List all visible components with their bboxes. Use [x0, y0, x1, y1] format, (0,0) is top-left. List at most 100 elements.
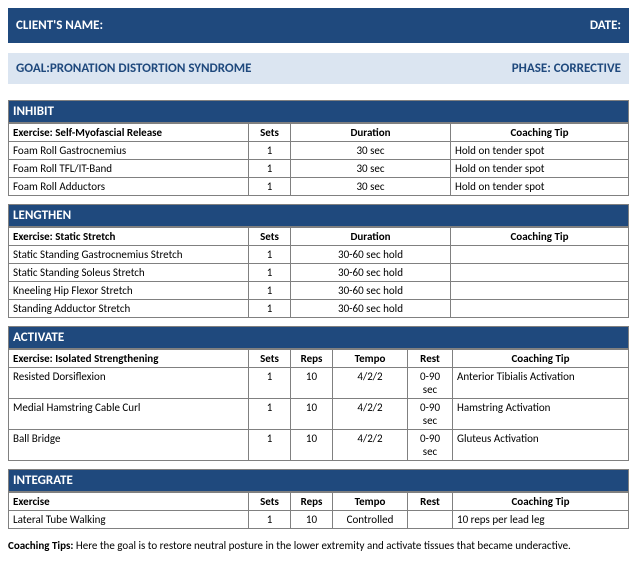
cell-rest: 0-90 sec: [408, 430, 453, 461]
col-reps: Reps: [291, 493, 333, 511]
cell-tip: [451, 300, 629, 318]
table-row: Medial Hamstring Cable Curl1104/2/20-90 …: [9, 399, 629, 430]
coaching-tips-label: Coaching Tips:: [8, 539, 73, 552]
col-tempo: Tempo: [333, 350, 408, 368]
goal-text: GOAL:PRONATION DISTORTION SYNDROME: [16, 61, 251, 76]
cell-sets: 1: [249, 399, 291, 430]
table-row: Foam Roll Gastrocnemius130 secHold on te…: [9, 142, 629, 160]
col-tip: Coaching Tip: [451, 228, 629, 246]
col-rest: Rest: [408, 350, 453, 368]
coaching-tips: Coaching Tips: Here the goal is to resto…: [8, 539, 629, 553]
table-row: Standing Adductor Stretch130-60 sec hold: [9, 300, 629, 318]
col-duration: Duration: [291, 124, 451, 142]
cell-ex: Ball Bridge: [9, 430, 249, 461]
cell-ex: Lateral Tube Walking: [9, 511, 249, 529]
col-sets: Sets: [249, 124, 291, 142]
cell-dur: 30 sec: [291, 178, 451, 196]
client-name-label: CLIENT'S NAME:: [16, 18, 103, 33]
integrate-body: Lateral Tube Walking110Controlled 10 reps…: [9, 511, 629, 529]
cell-sets: 1: [249, 142, 291, 160]
table-row: Foam Roll TFL/IT-Band130 secHold on tend…: [9, 160, 629, 178]
date-label: DATE:: [590, 18, 621, 33]
cell-ex: Kneeling Hip Flexor Stretch: [9, 282, 249, 300]
table-row: Kneeling Hip Flexor Stretch130-60 sec ho…: [9, 282, 629, 300]
table-header-row: Exercise Sets Reps Tempo Rest Coaching T…: [9, 493, 629, 511]
col-exercise: Exercise: Isolated Strengthening: [9, 350, 249, 368]
cell-dur: 30 sec: [291, 142, 451, 160]
cell-ex: Static Standing Soleus Stretch: [9, 264, 249, 282]
cell-sets: 1: [249, 282, 291, 300]
section-inhibit-title: INHIBIT: [8, 100, 629, 123]
cell-dur: 30-60 sec hold: [291, 282, 451, 300]
col-exercise: Exercise: Static Stretch: [9, 228, 249, 246]
cell-ex: Foam Roll TFL/IT-Band: [9, 160, 249, 178]
cell-reps: 10: [291, 430, 333, 461]
table-header-row: Exercise: Isolated Strengthening Sets Re…: [9, 350, 629, 368]
cell-tempo: 4/2/2: [333, 399, 408, 430]
col-tip: Coaching Tip: [453, 493, 629, 511]
cell-ex: Standing Adductor Stretch: [9, 300, 249, 318]
col-duration: Duration: [291, 228, 451, 246]
cell-dur: 30-60 sec hold: [291, 300, 451, 318]
cell-sets: 1: [249, 160, 291, 178]
cell-tempo: 4/2/2: [333, 430, 408, 461]
header-bar: CLIENT'S NAME: DATE:: [8, 8, 629, 43]
section-lengthen-title: LENGTHEN: [8, 204, 629, 227]
cell-ex: Resisted Dorsiflexion: [9, 368, 249, 399]
col-exercise: Exercise: [9, 493, 249, 511]
col-sets: Sets: [249, 350, 291, 368]
col-reps: Reps: [291, 350, 333, 368]
cell-dur: 30-60 sec hold: [291, 264, 451, 282]
section-activate-title: ACTIVATE: [8, 326, 629, 349]
cell-ex: Foam Roll Gastrocnemius: [9, 142, 249, 160]
col-tip: Coaching Tip: [451, 124, 629, 142]
cell-rest: 0-90 sec: [408, 399, 453, 430]
cell-tip: [451, 264, 629, 282]
inhibit-table: Exercise: Self-Myofascial Release Sets D…: [8, 123, 629, 196]
col-sets: Sets: [249, 493, 291, 511]
cell-tip: [451, 246, 629, 264]
table-row: Lateral Tube Walking110Controlled 10 reps…: [9, 511, 629, 529]
col-tempo: Tempo: [333, 493, 408, 511]
cell-tip: Gluteus Activation: [453, 430, 629, 461]
table-row: Foam Roll Adductors130 secHold on tender…: [9, 178, 629, 196]
table-row: Static Standing Gastrocnemius Stretch130…: [9, 246, 629, 264]
cell-dur: 30-60 sec hold: [291, 246, 451, 264]
cell-tip: Hold on tender spot: [451, 160, 629, 178]
cell-tip: 10 reps per lead leg: [453, 511, 629, 529]
table-row: Resisted Dorsiflexion1104/2/20-90 secAnt…: [9, 368, 629, 399]
activate-body: Resisted Dorsiflexion1104/2/20-90 secAnt…: [9, 368, 629, 461]
inhibit-body: Foam Roll Gastrocnemius130 secHold on te…: [9, 142, 629, 196]
cell-rest: [408, 511, 453, 529]
cell-ex: Static Standing Gastrocnemius Stretch: [9, 246, 249, 264]
cell-sets: 1: [249, 246, 291, 264]
cell-sets: 1: [249, 368, 291, 399]
cell-tempo: Controlled: [333, 511, 408, 529]
phase-text: PHASE: CORRECTIVE: [512, 61, 621, 76]
cell-sets: 1: [249, 264, 291, 282]
cell-tip: Hamstring Activation: [453, 399, 629, 430]
coaching-tips-text: Here the goal is to restore neutral post…: [73, 539, 570, 552]
cell-reps: 10: [291, 368, 333, 399]
cell-sets: 1: [249, 430, 291, 461]
cell-ex: Medial Hamstring Cable Curl: [9, 399, 249, 430]
cell-sets: 1: [249, 300, 291, 318]
goal-bar: GOAL:PRONATION DISTORTION SYNDROME PHASE…: [8, 53, 629, 84]
cell-reps: 10: [291, 511, 333, 529]
cell-sets: 1: [249, 178, 291, 196]
col-exercise: Exercise: Self-Myofascial Release: [9, 124, 249, 142]
table-row: Static Standing Soleus Stretch130-60 sec…: [9, 264, 629, 282]
integrate-table: Exercise Sets Reps Tempo Rest Coaching T…: [8, 492, 629, 529]
lengthen-body: Static Standing Gastrocnemius Stretch130…: [9, 246, 629, 318]
col-tip: Coaching Tip: [453, 350, 629, 368]
table-row: Ball Bridge1104/2/20-90 secGluteus Activ…: [9, 430, 629, 461]
cell-ex: Foam Roll Adductors: [9, 178, 249, 196]
table-header-row: Exercise: Self-Myofascial Release Sets D…: [9, 124, 629, 142]
cell-rest: 0-90 sec: [408, 368, 453, 399]
cell-reps: 10: [291, 399, 333, 430]
cell-tempo: 4/2/2: [333, 368, 408, 399]
section-integrate-title: INTEGRATE: [8, 469, 629, 492]
col-sets: Sets: [249, 228, 291, 246]
lengthen-table: Exercise: Static Stretch Sets Duration C…: [8, 227, 629, 318]
cell-sets: 1: [249, 511, 291, 529]
